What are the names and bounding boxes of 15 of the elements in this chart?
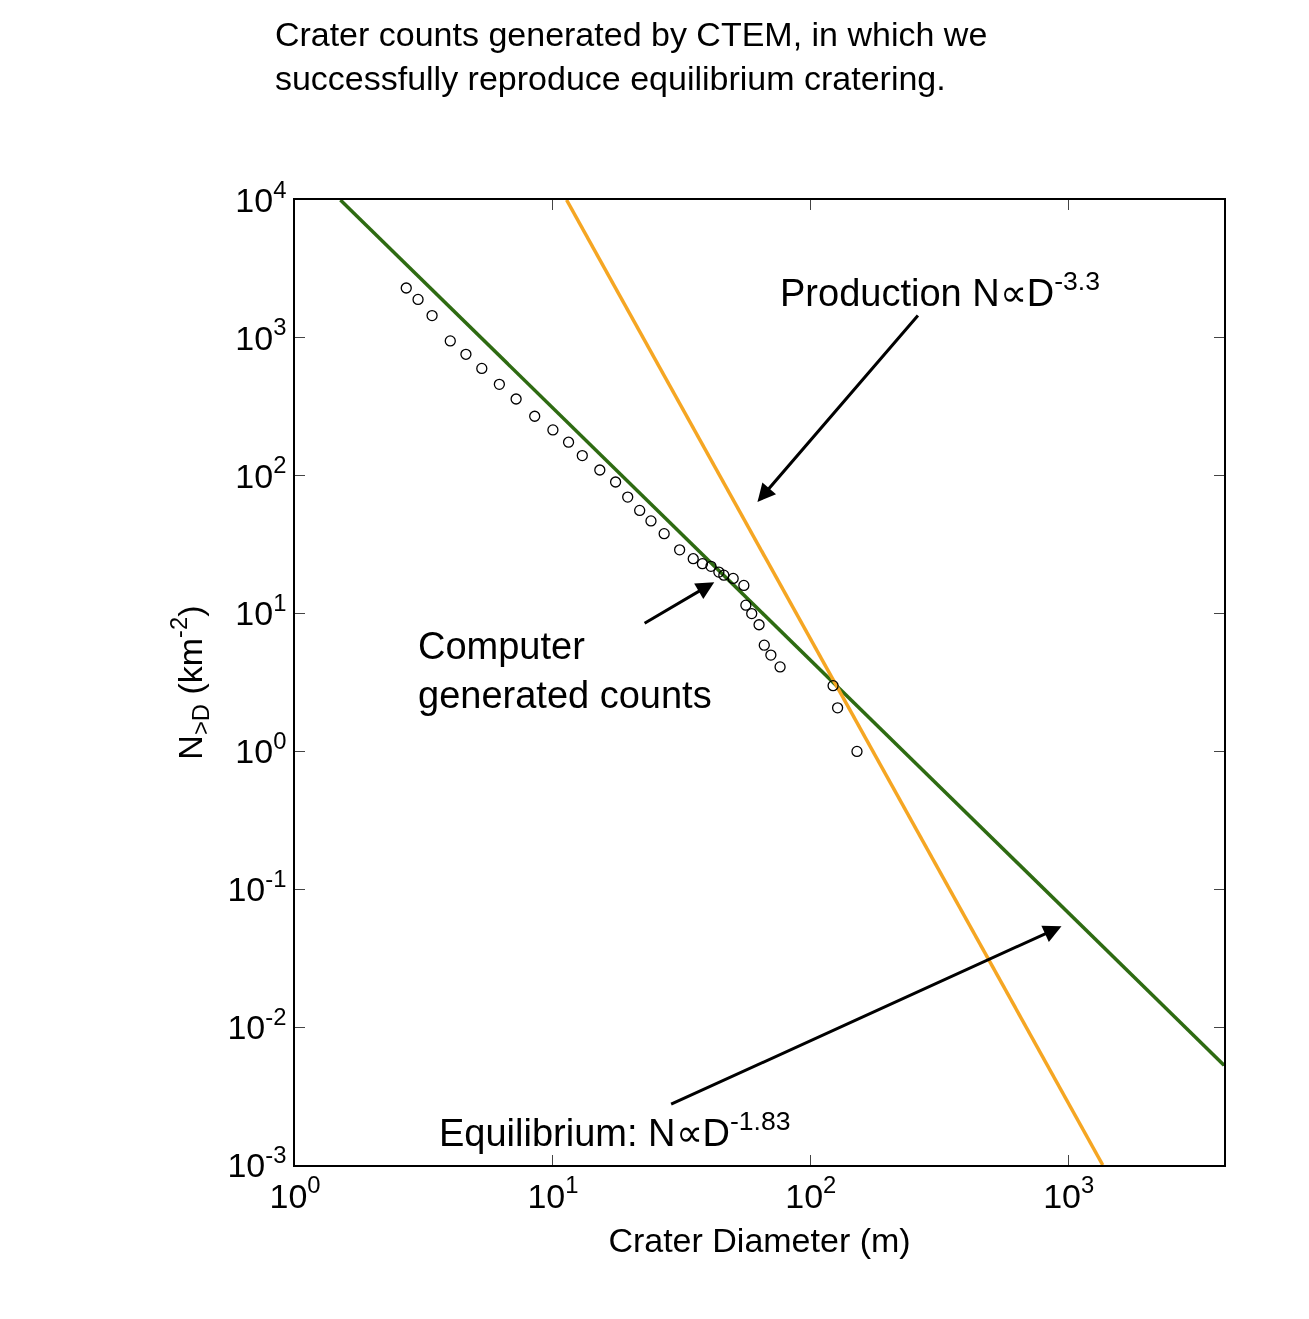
chart-title: Crater counts generated by CTEM, in which we successfully reproduce equilibrium cratering. — [274, 15, 988, 98]
x-axis-title: Crater Diameter (m) — [608, 1221, 911, 1260]
y-tick-label: 10$^{2}$ — [235, 451, 287, 495]
y-tick-label: 10$^{4}$ — [235, 175, 287, 219]
x-tick-label: 10$^{2}$ — [785, 1171, 837, 1215]
x-tick-label: 10$^{1}$ — [527, 1171, 579, 1215]
y-tick-label: 10$^{0}$ — [235, 727, 287, 771]
annotation: Computer generated counts — [418, 625, 712, 717]
annotation: Equilibrium: N∝D$^{-1.83}$ — [439, 1106, 791, 1154]
y-tick-label: 10$^{-1}$ — [227, 864, 287, 909]
annotation: Production N∝D$^{-3.3}$ — [780, 266, 1100, 314]
y-tick-label: 10$^{3}$ — [235, 313, 287, 357]
y-tick-label: 10$^{1}$ — [235, 589, 287, 633]
x-tick-label: 10$^{3}$ — [1043, 1171, 1095, 1215]
y-tick-label: 10$^{-2}$ — [227, 1002, 287, 1047]
